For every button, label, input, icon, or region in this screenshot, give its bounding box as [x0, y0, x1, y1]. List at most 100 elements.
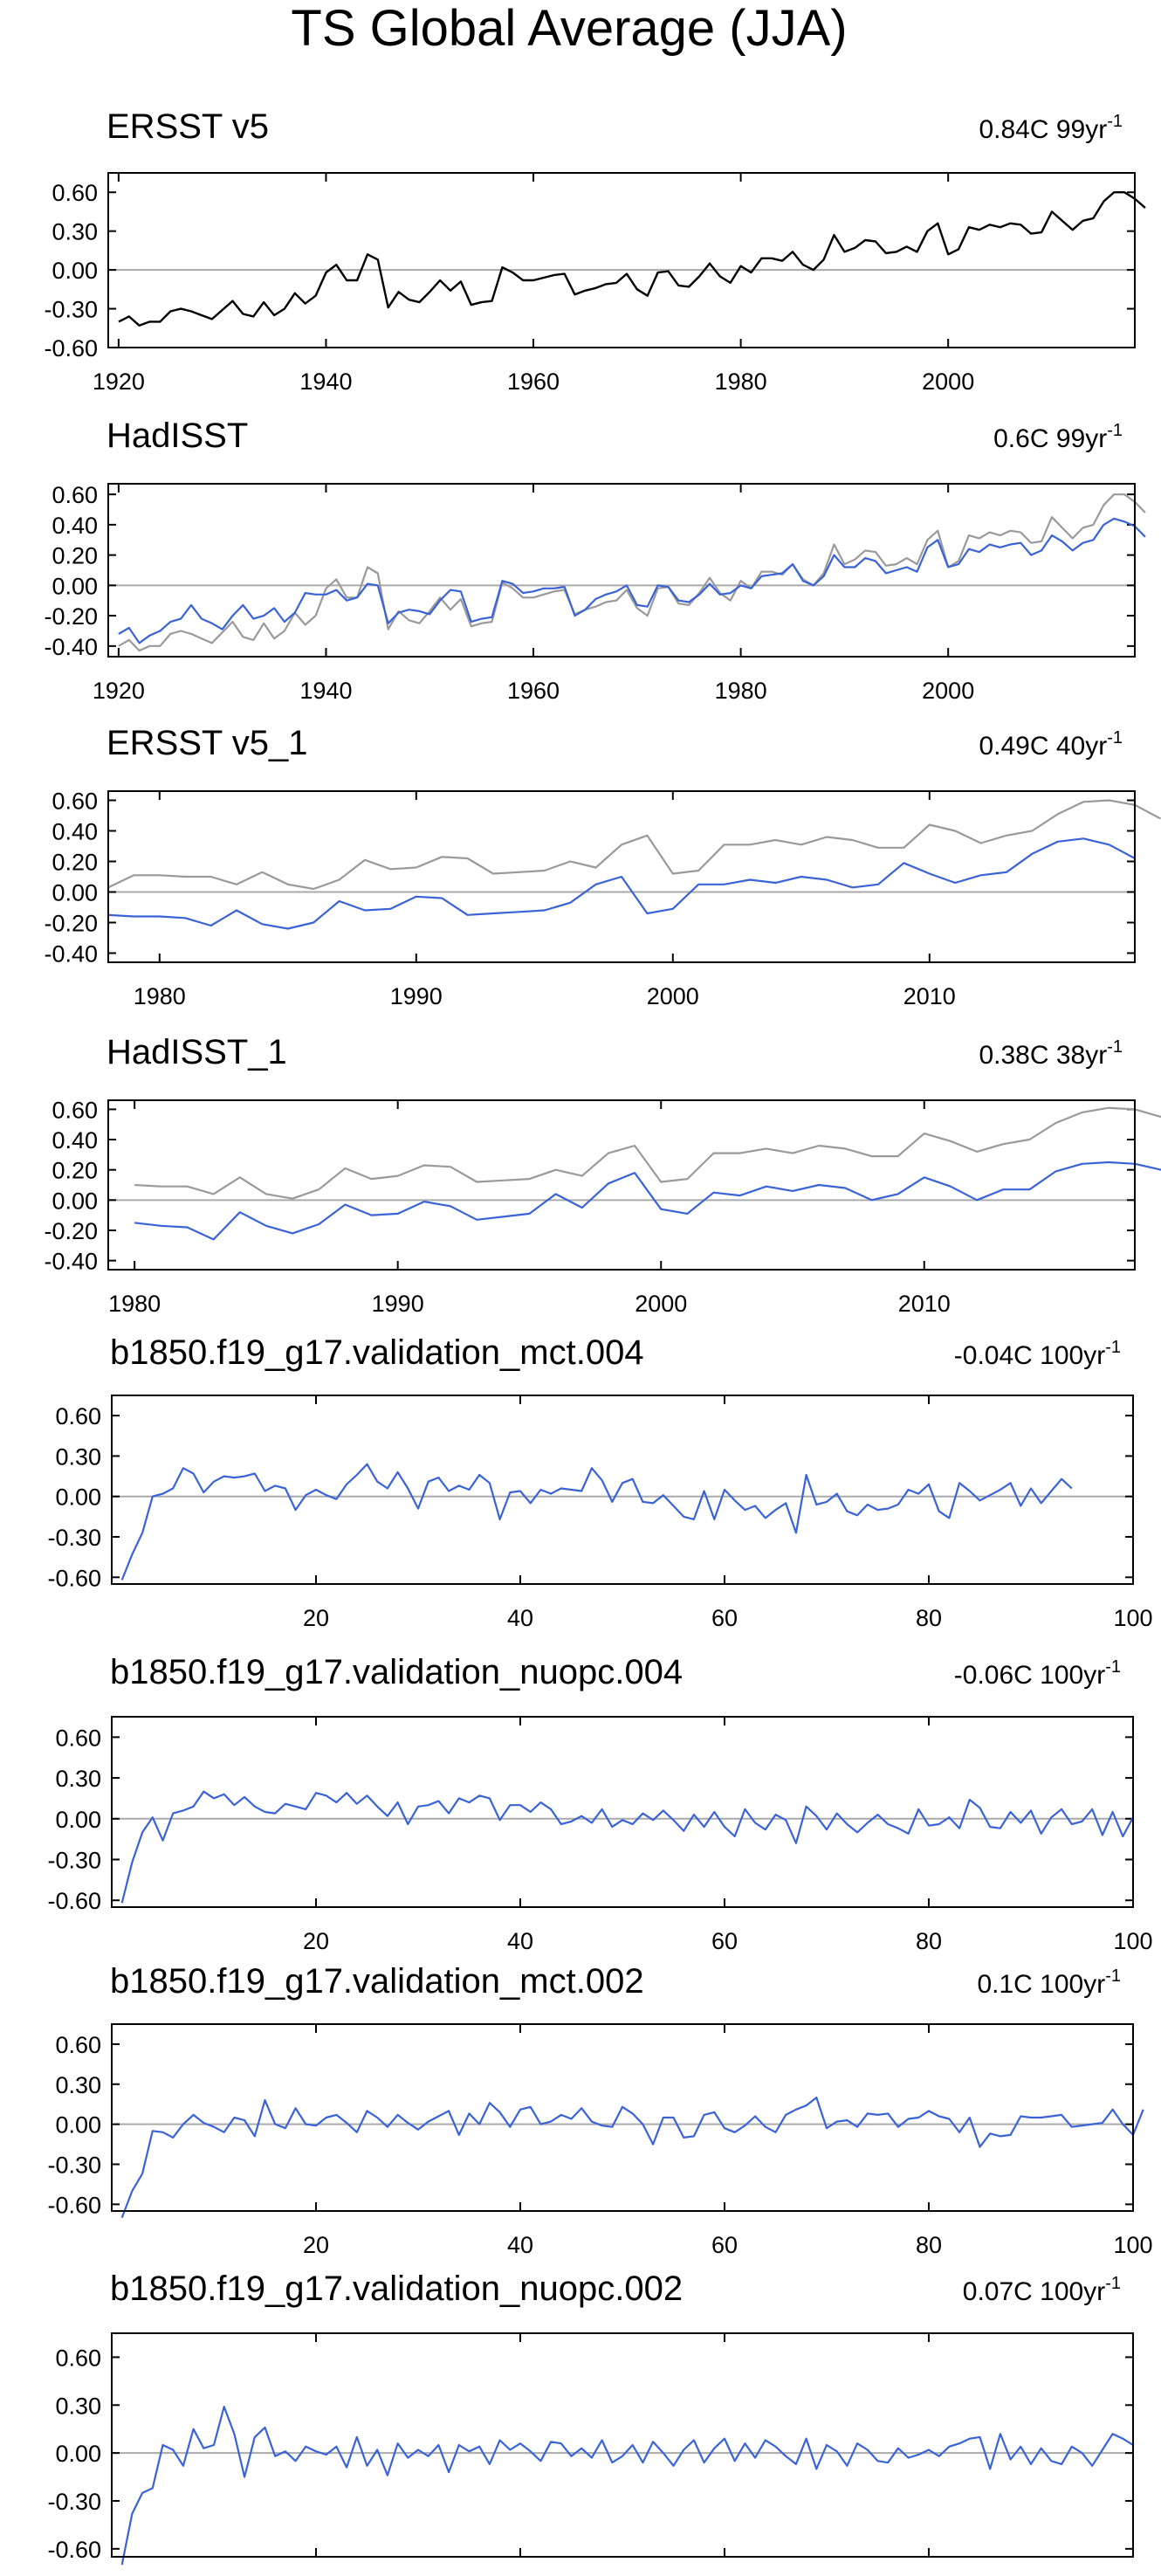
- x-tick-label: 60: [711, 1928, 738, 1954]
- x-tick-label: 1980: [715, 368, 767, 395]
- y-tick-label: 0.20: [52, 850, 98, 876]
- y-tick-label: 0.60: [55, 2345, 101, 2371]
- trend-label: 0.1C 100yr-1: [977, 1966, 1121, 1999]
- x-tick-label: 1920: [93, 678, 145, 704]
- x-tick-label: 60: [711, 1605, 738, 1631]
- x-tick-label: 1990: [372, 1291, 424, 1317]
- trend-exponent: -1: [1105, 1657, 1121, 1677]
- y-tick-label: 0.20: [52, 543, 98, 569]
- trend-value: 0.38C 38yr: [979, 1041, 1107, 1070]
- x-tick-label: 100: [1113, 2232, 1152, 2258]
- x-tick-label: 1990: [390, 983, 443, 1009]
- series-line-1: [120, 1790, 1134, 1904]
- y-tick-label: -0.30: [44, 297, 98, 323]
- x-tick-label: 2000: [922, 368, 974, 395]
- x-tick-label: 1960: [507, 368, 560, 395]
- x-tick-label: 2010: [898, 1291, 951, 1317]
- panel-8: b1850.f19_g17.validation_nuopc.002 0.07C …: [47, 2269, 1134, 2566]
- figure-title: TS Global Average (JJA): [291, 0, 847, 57]
- y-tick-label: 0.20: [52, 1158, 98, 1184]
- x-tick-label: 1980: [108, 1291, 161, 1317]
- y-tick-label: 0.00: [55, 2441, 101, 2467]
- y-tick-label: -0.40: [44, 634, 98, 660]
- panel-title: b1850.f19_g17.validation_mct.004: [110, 1333, 644, 1372]
- panel-title: ERSST v5_1: [106, 724, 308, 762]
- x-tick-label: 60: [711, 2232, 738, 2258]
- series-line-2: [107, 837, 1136, 930]
- x-tick-label: 2000: [647, 983, 699, 1009]
- y-tick-label: -0.60: [47, 1888, 101, 1914]
- plot-frame: [107, 1099, 1136, 1271]
- panel-title: HadISST: [106, 417, 248, 455]
- series-line-1: [118, 493, 1146, 652]
- y-tick-label: 0.30: [52, 219, 98, 245]
- trend-exponent: -1: [1107, 728, 1123, 747]
- x-tick-label: 1940: [299, 368, 352, 395]
- x-tick-label: 1960: [507, 678, 560, 704]
- x-tick-label: 40: [507, 1605, 533, 1631]
- y-tick-label: -0.60: [44, 335, 98, 362]
- panel-5: b1850.f19_g17.validation_mct.004 -0.04C 1…: [47, 1333, 1152, 1631]
- trend-value: 0.6C 99yr: [993, 424, 1107, 453]
- plot-frame: [107, 790, 1136, 963]
- y-tick-label: 0.60: [55, 1403, 101, 1429]
- x-tick-label: 100: [1113, 1605, 1152, 1631]
- y-tick-label: 0.00: [52, 573, 98, 599]
- y-tick-label: 0.60: [55, 1725, 101, 1751]
- y-tick-label: 0.40: [52, 1127, 98, 1154]
- trend-exponent: -1: [1105, 2274, 1121, 2293]
- x-tick-label: 1980: [715, 678, 767, 704]
- trend-label: 0.84C 99yr-1: [979, 112, 1123, 144]
- y-tick-label: 0.00: [55, 1484, 101, 1511]
- y-tick-label: -0.30: [47, 1525, 101, 1551]
- y-tick-label: 0.00: [52, 258, 98, 284]
- x-tick-label: 80: [916, 1928, 942, 1954]
- y-tick-label: 0.60: [52, 180, 98, 206]
- panel-title: b1850.f19_g17.validation_mct.002: [110, 1962, 644, 2001]
- series-line-1: [120, 2406, 1134, 2566]
- panel-2: HadISST 0.6C 99yr-1 -0.40 -0.20 0.00 0.20 0.40…: [44, 417, 1146, 704]
- x-tick-label: 20: [303, 2232, 329, 2258]
- trend-value: 0.49C 40yr: [979, 732, 1107, 761]
- panel-title: ERSST v5: [106, 107, 269, 146]
- trend-label: 0.38C 38yr-1: [979, 1037, 1123, 1070]
- x-tick-label: 40: [507, 1928, 533, 1954]
- trend-value: -0.04C 100yr: [954, 1341, 1105, 1370]
- trend-exponent: -1: [1105, 1338, 1121, 1357]
- x-tick-label: 2000: [635, 1291, 687, 1317]
- plot-frame: [111, 2332, 1134, 2558]
- trend-label: -0.04C 100yr-1: [954, 1338, 1121, 1370]
- plot-frame: [111, 1716, 1134, 1908]
- y-tick-label: 0.60: [52, 482, 98, 508]
- y-tick-label: -0.60: [47, 2537, 101, 2563]
- x-tick-label: 100: [1113, 1928, 1152, 1954]
- y-tick-label: 0.40: [52, 819, 98, 845]
- trend-exponent: -1: [1107, 112, 1123, 131]
- y-tick-label: -0.20: [44, 1218, 98, 1244]
- trend-value: -0.06C 100yr: [954, 1661, 1105, 1690]
- series-line-2: [134, 1161, 1161, 1241]
- series-line-2: [118, 517, 1146, 644]
- y-tick-label: 0.30: [55, 1766, 101, 1792]
- x-tick-label: 20: [303, 1928, 329, 1954]
- x-tick-label: 80: [916, 2232, 942, 2258]
- trend-exponent: -1: [1107, 1037, 1123, 1057]
- x-tick-label: 40: [507, 2232, 533, 2258]
- y-tick-label: -0.30: [47, 1848, 101, 1874]
- y-tick-label: 0.30: [55, 2393, 101, 2419]
- y-tick-label: 0.00: [52, 880, 98, 906]
- y-tick-label: 0.00: [55, 2112, 101, 2139]
- trend-value: 0.84C 99yr: [979, 115, 1107, 144]
- panel-4: HadISST_1 0.38C 38yr-1 -0.40 -0.20 0.00 0.20 0…: [44, 1033, 1161, 1317]
- y-tick-label: -0.40: [44, 1249, 98, 1275]
- y-tick-label: 0.60: [55, 2032, 101, 2058]
- panel-1: ERSST v5 0.84C 99yr-1 -0.60 -0.30 0.00 0.30 0.…: [44, 107, 1146, 395]
- x-tick-label: 1940: [299, 678, 352, 704]
- y-tick-label: -0.40: [44, 941, 98, 968]
- y-tick-label: -0.20: [44, 603, 98, 630]
- series-line-1: [118, 190, 1146, 327]
- plot-frame: [107, 483, 1136, 658]
- y-tick-label: 0.30: [55, 1443, 101, 1470]
- y-tick-label: 0.60: [52, 789, 98, 815]
